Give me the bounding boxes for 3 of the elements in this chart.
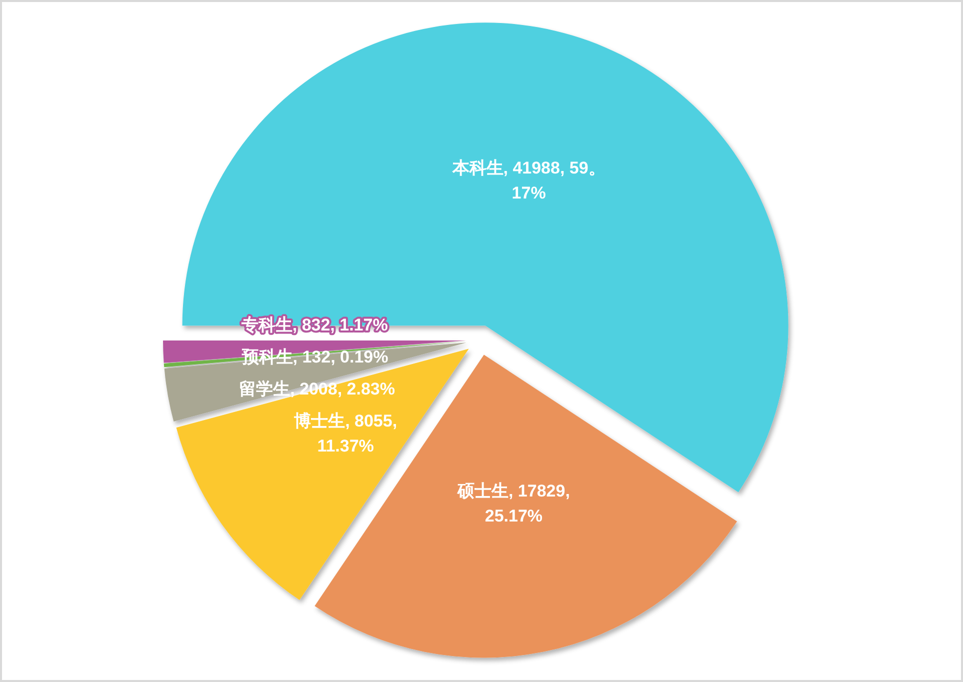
slice-label: 本科生, 41988, 59。17% — [451, 158, 606, 203]
slice-label: 博士生, 8055, 11.37% — [293, 412, 398, 456]
slice-label: 硕士生, 17829, 25.17% — [456, 481, 570, 526]
